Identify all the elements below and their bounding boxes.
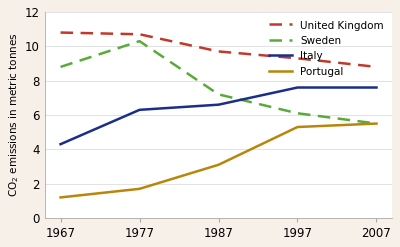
United Kingdom bbox=[374, 65, 379, 68]
Sweden bbox=[374, 122, 379, 125]
Italy bbox=[137, 108, 142, 111]
Italy bbox=[216, 103, 221, 106]
Line: United Kingdom: United Kingdom bbox=[60, 33, 376, 67]
Portugal bbox=[216, 163, 221, 166]
Portugal bbox=[137, 187, 142, 190]
Sweden bbox=[295, 112, 300, 115]
Legend: United Kingdom, Sweden, Italy, Portugal: United Kingdom, Sweden, Italy, Portugal bbox=[266, 17, 387, 80]
Italy bbox=[295, 86, 300, 89]
United Kingdom bbox=[216, 50, 221, 53]
Sweden bbox=[58, 65, 63, 68]
Portugal bbox=[374, 122, 379, 125]
Italy bbox=[58, 143, 63, 146]
Portugal bbox=[58, 196, 63, 199]
Italy bbox=[374, 86, 379, 89]
United Kingdom bbox=[58, 31, 63, 34]
United Kingdom bbox=[137, 33, 142, 36]
Line: Portugal: Portugal bbox=[60, 124, 376, 197]
Line: Italy: Italy bbox=[60, 87, 376, 144]
Line: Sweden: Sweden bbox=[60, 41, 376, 124]
Y-axis label: CO$_2$ emissions in metric tonnes: CO$_2$ emissions in metric tonnes bbox=[7, 33, 21, 197]
Portugal bbox=[295, 125, 300, 128]
United Kingdom bbox=[295, 57, 300, 60]
Sweden bbox=[216, 93, 221, 96]
Sweden bbox=[137, 40, 142, 43]
